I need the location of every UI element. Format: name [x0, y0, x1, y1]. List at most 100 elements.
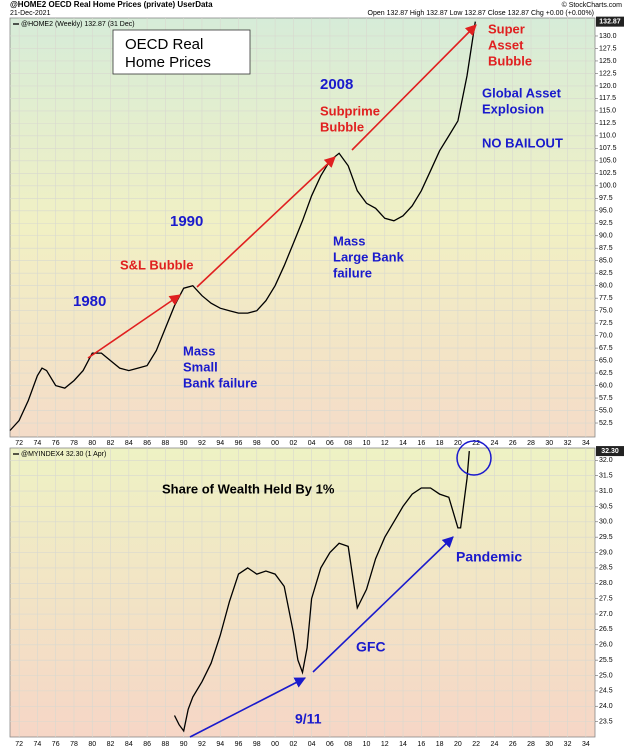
x-tick-label: 72 [15, 741, 23, 748]
annotation: Asset [488, 37, 524, 52]
x-tick-label: 04 [308, 440, 316, 447]
x-tick-label: 12 [381, 741, 389, 748]
x-tick-label: 14 [399, 741, 407, 748]
y-tick-label: 24.5 [599, 688, 613, 695]
x-tick-label: 90 [180, 741, 188, 748]
y-tick-label: 97.5 [599, 195, 613, 202]
y-tick-label: 23.5 [599, 718, 613, 725]
y-tick-label: 112.5 [599, 120, 616, 127]
annotation: 1990 [170, 213, 203, 230]
y-tick-label: 28.0 [599, 580, 613, 587]
x-tick-label: 02 [289, 741, 297, 748]
x-tick-label: 76 [52, 741, 60, 748]
x-tick-label: 26 [509, 440, 517, 447]
last-value-label: 32.30 [601, 448, 619, 455]
x-tick-label: 12 [381, 440, 389, 447]
x-tick-label: 28 [527, 741, 535, 748]
x-tick-label: 00 [271, 741, 279, 748]
x-tick-label: 26 [509, 741, 517, 748]
annotation: S&L Bubble [120, 257, 193, 272]
y-tick-label: 100.0 [599, 183, 617, 190]
x-tick-label: 16 [417, 741, 425, 748]
x-tick-label: 14 [399, 440, 407, 447]
y-tick-label: 31.5 [599, 473, 613, 480]
y-tick-label: 105.0 [599, 158, 617, 165]
x-tick-label: 82 [107, 741, 115, 748]
y-tick-label: 107.5 [599, 145, 617, 152]
x-tick-label: 32 [564, 741, 572, 748]
price-line [9, 21, 476, 431]
x-tick-label: 20 [454, 741, 462, 748]
annotation: OECD Real [125, 36, 203, 53]
last-value-label: 132.87 [599, 18, 621, 25]
y-tick-label: 72.5 [599, 320, 613, 327]
x-tick-label: 24 [491, 741, 499, 748]
x-tick-label: 80 [88, 741, 96, 748]
annotation: Bubble [488, 53, 532, 68]
x-tick-label: 10 [363, 741, 371, 748]
annotation-arrow [351, 24, 477, 151]
last-value-tag [596, 446, 624, 457]
y-tick-label: 25.5 [599, 657, 613, 664]
x-tick-label: 94 [216, 741, 224, 748]
x-tick-label: 18 [436, 440, 444, 447]
y-tick-label: 92.5 [599, 220, 613, 227]
header-title: @HOME2 OECD Real Home Prices (private) U… [10, 0, 213, 9]
x-tick-label: 24 [491, 440, 499, 447]
annotation: GFC [356, 639, 386, 655]
x-tick-label: 74 [34, 741, 42, 748]
y-tick-label: 125.0 [599, 58, 617, 65]
y-tick-label: 127.5 [599, 45, 617, 52]
y-tick-label: 87.5 [599, 245, 613, 252]
price-line [173, 451, 470, 733]
y-tick-label: 85.0 [599, 258, 613, 265]
annotation: Mass [333, 233, 366, 248]
y-tick-label: 80.0 [599, 283, 613, 290]
x-tick-label: 34 [582, 440, 590, 447]
x-tick-label: 10 [363, 440, 371, 447]
y-tick-label: 62.5 [599, 370, 613, 377]
y-tick-label: 24.0 [599, 703, 613, 710]
plot-background [9, 17, 596, 438]
x-tick-label: 30 [545, 741, 553, 748]
y-tick-label: 122.5 [599, 70, 617, 77]
annotation-arrow [189, 677, 306, 738]
y-tick-label: 25.0 [599, 672, 613, 679]
y-tick-label: 26.5 [599, 626, 613, 633]
x-tick-label: 06 [326, 741, 334, 748]
annotation: Subprime [320, 103, 380, 118]
x-tick-label: 98 [253, 440, 261, 447]
x-tick-label: 04 [308, 741, 316, 748]
annotation: Pandemic [456, 549, 522, 565]
x-tick-label: 06 [326, 440, 334, 447]
header-date: 21-Dec-2021 [10, 10, 51, 17]
x-tick-label: 96 [235, 440, 243, 447]
y-tick-label: 27.0 [599, 611, 613, 618]
legend-label: @MYINDEX4 32.30 (1 Apr) [21, 451, 106, 458]
x-tick-label: 78 [70, 440, 78, 447]
y-tick-label: 29.5 [599, 534, 613, 541]
quote: Open 132.87 High 132.87 Low 132.87 Close… [368, 10, 595, 17]
credit: © StockCharts.com [562, 1, 623, 9]
x-tick-label: 88 [161, 741, 169, 748]
y-tick-label: 27.5 [599, 595, 613, 602]
x-tick-label: 08 [344, 741, 352, 748]
y-tick-label: 30.0 [599, 519, 613, 526]
y-tick-label: 120.0 [599, 83, 617, 90]
x-tick-label: 16 [417, 440, 425, 447]
annotation: 2008 [320, 76, 353, 93]
y-tick-label: 82.5 [599, 270, 613, 277]
annotation: 9/11 [295, 711, 322, 727]
x-tick-label: 34 [582, 741, 590, 748]
y-tick-label: 57.5 [599, 395, 613, 402]
x-tick-label: 76 [52, 440, 60, 447]
x-tick-label: 92 [198, 440, 206, 447]
x-tick-label: 88 [161, 440, 169, 447]
y-tick-label: 30.5 [599, 503, 613, 510]
y-tick-label: 70.0 [599, 332, 613, 339]
x-tick-label: 98 [253, 741, 261, 748]
annotation: NO BAILOUT [482, 135, 563, 150]
y-tick-label: 102.5 [599, 170, 617, 177]
legend-label: @HOME2 (Weekly) 132.87 (31 Dec) [21, 21, 135, 28]
